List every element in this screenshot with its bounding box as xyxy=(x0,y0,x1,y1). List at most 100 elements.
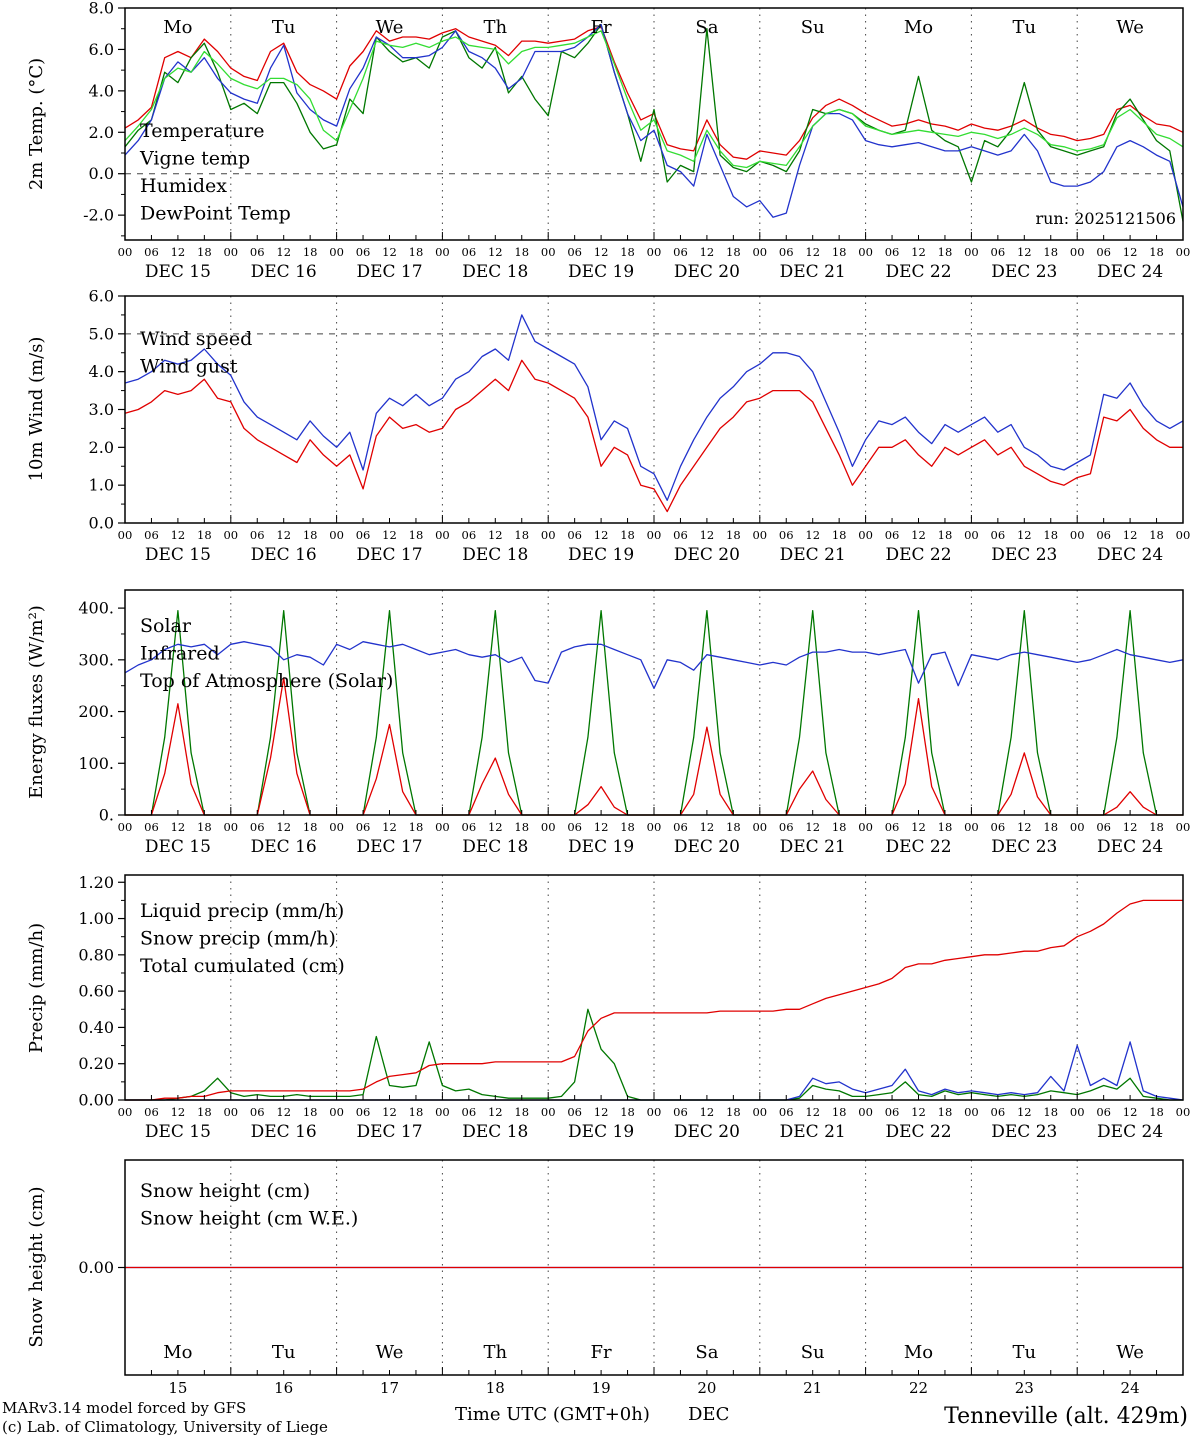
hour-label: 12 xyxy=(276,1105,291,1119)
date-label: DEC 16 xyxy=(251,262,317,282)
y-tick-label: 100. xyxy=(78,754,114,773)
hour-label: 06 xyxy=(356,820,371,834)
hour-label: 12 xyxy=(700,1105,715,1119)
hour-label: 12 xyxy=(700,820,715,834)
y-tick-label: -2.0 xyxy=(83,206,114,225)
hour-label: 06 xyxy=(250,528,265,542)
date-label: DEC 17 xyxy=(356,837,422,857)
hour-label: 06 xyxy=(779,1105,794,1119)
y-tick-label: 6.0 xyxy=(89,287,114,306)
hour-label: 00 xyxy=(541,245,556,259)
hour-label: 18 xyxy=(726,820,741,834)
hour-label: 06 xyxy=(462,820,477,834)
hour-label: 00 xyxy=(647,1105,662,1119)
hour-label: 06 xyxy=(673,820,688,834)
date-label: DEC 24 xyxy=(1097,1122,1163,1142)
hour-label: 12 xyxy=(700,528,715,542)
hour-label: 06 xyxy=(250,1105,265,1119)
legend-vigne-temp: Vigne temp xyxy=(139,148,250,170)
y-tick-label: 0.20 xyxy=(78,1054,114,1073)
dow-label-bottom: Fr xyxy=(591,1342,612,1363)
hour-label: 18 xyxy=(514,820,529,834)
hour-label: 00 xyxy=(435,245,450,259)
hour-label: 18 xyxy=(832,820,847,834)
dow-label-bottom: Su xyxy=(801,1342,825,1363)
day-number-label: 22 xyxy=(909,1379,928,1397)
y-tick-label: 0.60 xyxy=(78,982,114,1001)
date-label: DEC 20 xyxy=(674,837,740,857)
y-tick-label: 5.0 xyxy=(89,324,114,343)
y-tick-label: 1.0 xyxy=(89,476,114,495)
dow-label-bottom: Mo xyxy=(163,1342,192,1363)
date-label: DEC 18 xyxy=(462,837,528,857)
date-label: DEC 21 xyxy=(780,262,846,282)
hour-label: 18 xyxy=(1149,1105,1164,1119)
dow-label-bottom: Tu xyxy=(1012,1342,1036,1363)
dow-label-top: Su xyxy=(801,17,825,38)
series-liquid-precip-mm-h xyxy=(125,1008,1183,1101)
hour-label: 06 xyxy=(567,1105,582,1119)
hour-label: 12 xyxy=(171,820,186,834)
hour-label: 12 xyxy=(488,245,503,259)
hour-label: 18 xyxy=(1149,245,1164,259)
hour-label: 12 xyxy=(382,245,397,259)
hour-label: 12 xyxy=(171,245,186,259)
hour-label: 00 xyxy=(1070,1105,1085,1119)
y-tick-label: 1.20 xyxy=(78,873,114,892)
date-label: DEC 22 xyxy=(885,1122,951,1142)
date-label: DEC 15 xyxy=(145,545,211,565)
y-tick-label: 0.0 xyxy=(89,164,114,183)
run-label: run: 2025121506 xyxy=(1035,209,1176,228)
legend-dewpoint-temp: DewPoint Temp xyxy=(140,203,291,225)
hour-label: 12 xyxy=(1017,528,1032,542)
hour-label: 00 xyxy=(435,820,450,834)
hour-label: 00 xyxy=(1176,245,1191,259)
legend-solar: Solar xyxy=(140,615,192,637)
dow-label-top: Sa xyxy=(695,17,718,38)
date-label: DEC 19 xyxy=(568,545,634,565)
hour-label: 00 xyxy=(541,528,556,542)
hour-label: 00 xyxy=(647,245,662,259)
dow-label-top: Mo xyxy=(904,17,933,38)
date-label: DEC 21 xyxy=(780,1122,846,1142)
date-label: DEC 18 xyxy=(462,545,528,565)
station-label: Tenneville (alt. 429m) xyxy=(944,1404,1188,1429)
y-tick-label: 6.0 xyxy=(89,40,114,59)
hour-label: 18 xyxy=(938,245,953,259)
hour-label: 00 xyxy=(858,245,873,259)
day-number-label: 15 xyxy=(168,1379,187,1397)
hour-label: 18 xyxy=(409,1105,424,1119)
hour-label: 00 xyxy=(118,245,133,259)
ylabel-temperature: 2m Temp. (°C) xyxy=(26,58,47,190)
hour-label: 12 xyxy=(700,245,715,259)
hour-label: 00 xyxy=(1070,245,1085,259)
date-label: DEC 16 xyxy=(251,1122,317,1142)
date-label: DEC 21 xyxy=(780,545,846,565)
hour-label: 00 xyxy=(329,820,344,834)
hour-label: 00 xyxy=(964,528,979,542)
hour-label: 06 xyxy=(250,245,265,259)
y-tick-label: 1.00 xyxy=(78,909,114,928)
hour-label: 12 xyxy=(594,528,609,542)
series-infrared xyxy=(124,641,1184,689)
hour-label: 12 xyxy=(911,245,926,259)
hour-label: 06 xyxy=(991,1105,1006,1119)
hour-label: 06 xyxy=(462,528,477,542)
date-label: DEC 21 xyxy=(780,837,846,857)
hour-label: 00 xyxy=(329,528,344,542)
hour-label: 00 xyxy=(964,820,979,834)
date-label: DEC 15 xyxy=(145,1122,211,1142)
hour-label: 06 xyxy=(567,528,582,542)
y-tick-label: 0.00 xyxy=(78,1258,114,1277)
hour-label: 00 xyxy=(223,245,238,259)
day-number-label: 21 xyxy=(803,1379,822,1397)
panel-10m-wind-m-s: 6.0 5.0 4.0 3.0 2.0 1.0 0.0 00 06 12 18 00 06 12 18 00 0… xyxy=(89,287,1191,566)
hour-label: 18 xyxy=(620,1105,635,1119)
hour-label: 18 xyxy=(832,245,847,259)
dow-label-top: We xyxy=(376,17,404,38)
series-total-cumulated-cm xyxy=(125,899,1183,1101)
hour-label: 00 xyxy=(1176,528,1191,542)
date-label: DEC 23 xyxy=(991,262,1057,282)
footer-model-credit: MARv3.14 model forced by GFS xyxy=(2,1399,246,1417)
